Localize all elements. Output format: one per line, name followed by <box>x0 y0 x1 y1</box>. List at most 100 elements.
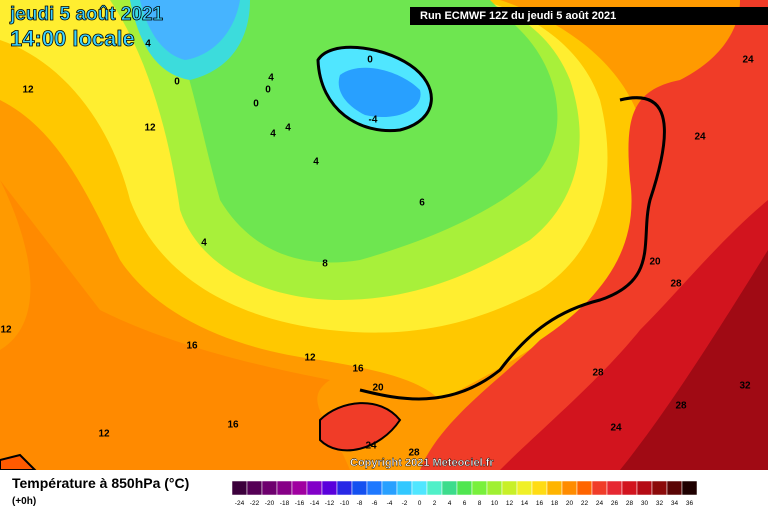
scale-swatch <box>246 480 263 496</box>
scale-label: 34 <box>671 500 679 507</box>
scale-swatch <box>651 480 668 496</box>
contour-labels: 4012120-40044446482424202816121620283228… <box>0 39 754 459</box>
scale-swatch <box>486 480 503 496</box>
scale-swatch <box>336 480 353 496</box>
scale-label: -20 <box>265 500 275 507</box>
scale-label: 24 <box>596 500 604 507</box>
scale-swatch <box>666 480 683 496</box>
scale-label: 10 <box>491 500 499 507</box>
scale-label: -24 <box>235 500 245 507</box>
scale-label: -4 <box>387 500 393 507</box>
contour-label: 20 <box>372 383 384 394</box>
contour-label: 28 <box>670 279 682 290</box>
scale-swatch <box>576 480 593 496</box>
legend-title: Température à 850hPa (°C) <box>12 475 189 491</box>
scale-swatch <box>636 480 653 496</box>
contour-label: 12 <box>22 85 34 96</box>
color-scale: -24 -22 -20 -18 -16 -14 -12 -10 -8 -6 -4 -2 0 2 4 6 8 10 1… <box>231 480 698 507</box>
scale-label: -10 <box>340 500 350 507</box>
contour-label: 12 <box>98 429 110 440</box>
contour-label: 4 <box>268 73 274 84</box>
contour-label: 0 <box>367 55 373 66</box>
contour-label: 0 <box>253 99 259 110</box>
scale-label: 0 <box>418 500 422 507</box>
run-info: Run ECMWF 12Z du jeudi 5 août 2021 <box>420 10 616 22</box>
contour-label: 16 <box>186 341 198 352</box>
scale-swatch <box>441 480 458 496</box>
scale-swatch <box>231 480 248 496</box>
contour-label: -4 <box>369 115 378 126</box>
map-time: 14:00 locale <box>10 26 135 51</box>
scale-swatch <box>426 480 443 496</box>
contour-label: 4 <box>270 129 276 140</box>
scale-swatch <box>306 480 323 496</box>
contour-label: 0 <box>174 77 180 88</box>
copyright: Copyright 2021 Meteociel.fr <box>350 457 494 469</box>
scale-label: 36 <box>686 500 694 507</box>
scale-swatch <box>291 480 308 496</box>
scale-label: -22 <box>250 500 260 507</box>
contour-label: 8 <box>322 259 328 270</box>
scale-label: 6 <box>463 500 467 507</box>
contour-label: 16 <box>227 420 239 431</box>
scale-label: 32 <box>656 500 664 507</box>
scale-swatch <box>276 480 293 496</box>
scale-swatch <box>261 480 278 496</box>
scale-label: 28 <box>626 500 634 507</box>
scale-swatch <box>456 480 473 496</box>
scale-label: 8 <box>478 500 482 507</box>
scale-label: 26 <box>611 500 619 507</box>
contour-label: 12 <box>304 353 316 364</box>
scale-swatch <box>411 480 428 496</box>
scale-label: -12 <box>325 500 335 507</box>
scale-label: -18 <box>280 500 290 507</box>
scale-label: 30 <box>641 500 649 507</box>
scale-swatch <box>381 480 398 496</box>
contour-label: 32 <box>739 381 751 392</box>
contour-label: 28 <box>675 401 687 412</box>
scale-swatch <box>321 480 338 496</box>
scale-swatch <box>471 480 488 496</box>
contour-label: 28 <box>592 368 604 379</box>
scale-swatch <box>501 480 518 496</box>
run-box <box>410 7 768 25</box>
legend-step: (+0h) <box>12 496 36 507</box>
scale-label: -14 <box>310 500 320 507</box>
scale-swatch <box>516 480 533 496</box>
contour-label: 0 <box>265 85 271 96</box>
contour-label: 4 <box>313 157 319 168</box>
contour-label: 12 <box>0 325 12 336</box>
scale-swatch <box>531 480 548 496</box>
contour-label: 24 <box>610 423 622 434</box>
scale-swatch <box>396 480 413 496</box>
scale-label: -6 <box>372 500 378 507</box>
scale-swatch <box>606 480 623 496</box>
scale-swatch <box>351 480 368 496</box>
scale-label: 14 <box>521 500 529 507</box>
scale-swatch <box>561 480 578 496</box>
scale-label: -2 <box>402 500 408 507</box>
contour-label: 20 <box>649 257 661 268</box>
contour-label: 24 <box>694 132 706 143</box>
contour-label: 4 <box>285 123 291 134</box>
map <box>0 0 768 471</box>
contour-label: 12 <box>144 123 156 134</box>
scale-swatch <box>366 480 383 496</box>
scale-label: 12 <box>506 500 514 507</box>
scale-swatch <box>591 480 608 496</box>
contour-label: 16 <box>352 364 364 375</box>
scale-label: -8 <box>357 500 363 507</box>
scale-label: -16 <box>295 500 305 507</box>
map-date: jeudi 5 août 2021 <box>9 4 164 25</box>
contour-label: 6 <box>419 198 425 209</box>
scale-label: 4 <box>448 500 452 507</box>
scale-swatch <box>546 480 563 496</box>
scale-swatch <box>681 480 698 496</box>
scale-label: 18 <box>551 500 559 507</box>
scale-swatch <box>621 480 638 496</box>
contour-label: 28 <box>408 448 420 459</box>
scale-label: 22 <box>581 500 589 507</box>
scale-label: 2 <box>433 500 437 507</box>
contour-label: 4 <box>201 238 207 249</box>
